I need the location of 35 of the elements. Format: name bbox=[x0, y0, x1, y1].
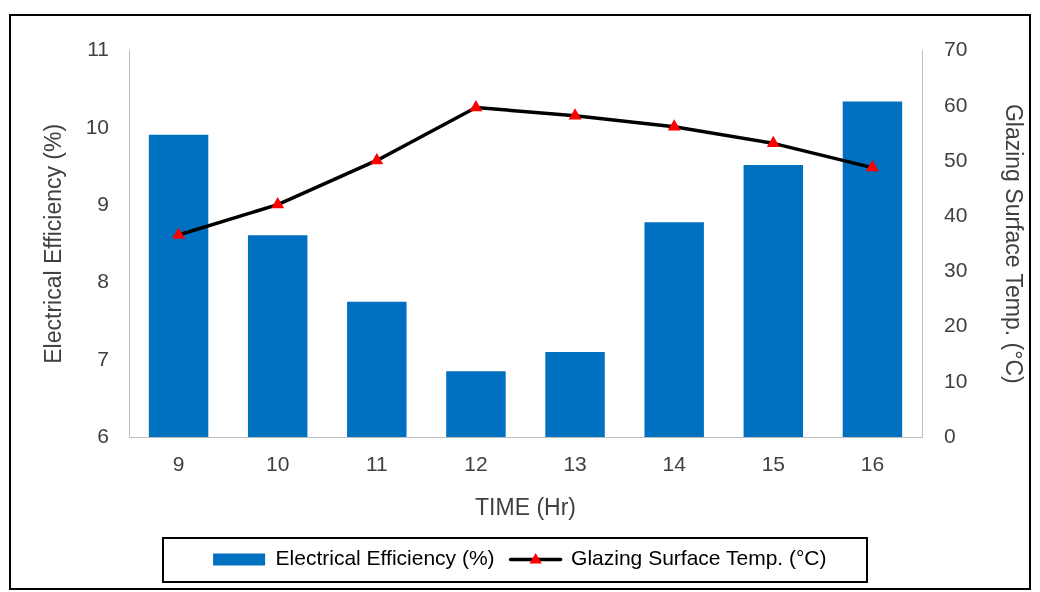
legend-label: Electrical Efficiency (%) bbox=[275, 546, 495, 570]
x-axis-title: TIME (Hr) bbox=[475, 493, 576, 520]
y2-tick-label: 50 bbox=[944, 147, 968, 171]
y2-axis-title: Glazing Surface Temp. (°C) bbox=[1000, 103, 1027, 384]
point bbox=[469, 99, 483, 112]
point bbox=[172, 227, 186, 239]
y2-tick-label: 40 bbox=[944, 203, 968, 226]
y-tick-label: 7 bbox=[97, 346, 109, 370]
x-tick-label: 13 bbox=[563, 452, 587, 476]
x-tick-label: 15 bbox=[761, 452, 785, 476]
x-tick-label: 14 bbox=[662, 452, 687, 476]
x-tick-label: 12 bbox=[464, 452, 488, 476]
x-tick-label: 9 bbox=[172, 452, 185, 476]
y-tick-label: 6 bbox=[97, 423, 109, 447]
point bbox=[667, 119, 681, 131]
y-tick-label: 8 bbox=[97, 269, 109, 293]
y2-tick-label: 70 bbox=[944, 37, 968, 61]
y2-tick-label: 10 bbox=[944, 368, 968, 392]
y-tick-label: 10 bbox=[85, 114, 109, 138]
y2-tick-label: 30 bbox=[944, 258, 968, 282]
y2-tick-label: 0 bbox=[944, 423, 956, 447]
x-tick-label: 10 bbox=[266, 452, 290, 476]
y2-tick-label: 20 bbox=[944, 313, 968, 337]
y2-tick-label: 60 bbox=[944, 92, 968, 116]
y-tick-label: 9 bbox=[97, 191, 109, 215]
point bbox=[271, 197, 285, 209]
point bbox=[568, 108, 582, 120]
y-tick-label: 11 bbox=[87, 37, 109, 61]
y-axis-title: Electrical Efficiency (%) bbox=[40, 123, 67, 364]
legend-label: Glazing Surface Temp. (°C) bbox=[571, 546, 827, 570]
point bbox=[865, 160, 879, 172]
point bbox=[766, 135, 780, 148]
point bbox=[370, 152, 384, 165]
x-tick-label: 11 bbox=[365, 452, 388, 476]
x-tick-label: 16 bbox=[860, 452, 885, 476]
